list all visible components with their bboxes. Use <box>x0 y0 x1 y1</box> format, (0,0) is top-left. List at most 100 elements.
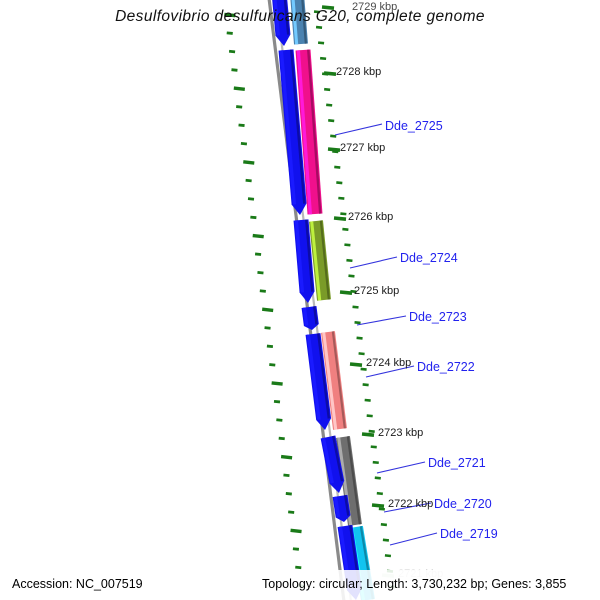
minor-ruler-major-tick <box>243 160 255 165</box>
feature-shadow <box>290 49 306 204</box>
gene-label-dde_2720[interactable]: Dde_2720 <box>434 497 492 511</box>
gene-leader-line <box>376 461 426 474</box>
ruler-label: 2728 kbp <box>336 66 382 78</box>
ruler-minor-tick <box>313 10 321 14</box>
feature-highlight <box>322 332 338 430</box>
minor-ruler-tick <box>228 49 236 54</box>
gene-label-dde_2725[interactable]: Dde_2725 <box>385 119 443 133</box>
minor-ruler-major-tick <box>233 86 246 92</box>
feature-highlight <box>294 220 305 293</box>
minor-ruler-major-tick <box>280 454 293 460</box>
ruler-minor-tick <box>336 181 343 185</box>
ruler-major-tick <box>371 503 385 508</box>
inner-cds-track[interactable] <box>272 0 362 600</box>
gene-label-dde_2721[interactable]: Dde_2721 <box>428 456 486 470</box>
minor-ruler-tick <box>285 492 292 496</box>
feature-highlight <box>306 334 321 420</box>
ruler-minor-tick <box>330 134 337 138</box>
ruler-minor-tick <box>370 445 377 449</box>
ruler-major-tick <box>333 216 347 221</box>
ruler-minor-tick <box>340 212 347 216</box>
ruler-minor-tick <box>380 523 388 527</box>
leader-line-group <box>334 123 438 546</box>
ruler-major-tick <box>323 71 337 76</box>
gene-leader-line <box>334 123 383 136</box>
minor-ruler-tick <box>269 363 276 367</box>
minor-ruler-major-tick <box>271 381 283 386</box>
ruler-major-tick <box>321 5 335 10</box>
minor-ruler-tick <box>264 326 271 330</box>
genome-info-text: Topology: circular; Length: 3,730,232 bp… <box>262 577 567 591</box>
gene-leader-line <box>365 365 415 378</box>
minor-ruler-tick <box>231 68 238 72</box>
minor-ruler-tick <box>247 197 255 201</box>
ruler-minor-tick <box>342 227 349 231</box>
ruler-minor-tick <box>352 305 359 309</box>
ruler-minor-tick <box>338 196 345 200</box>
minor-ruler-tick <box>278 436 285 441</box>
minor-ruler-major-tick <box>252 233 264 239</box>
feature-highlight <box>273 0 280 36</box>
feature-shadow <box>331 331 346 429</box>
ruler-minor-tick <box>346 258 353 263</box>
ruler-minor-tick <box>350 289 357 294</box>
ruler-label: 2724 kbp <box>366 357 412 369</box>
ruler-minor-tick <box>354 321 361 325</box>
feature-shadow <box>319 220 330 300</box>
feature-highlight <box>296 50 313 215</box>
ruler-minor-tick <box>384 554 392 558</box>
ruler-label: 2729 kbp <box>352 1 398 13</box>
minor-ruler-tick <box>292 547 300 551</box>
feature-shadow <box>283 0 290 35</box>
ruler-minor-tick <box>362 383 369 387</box>
minor-ruler-tick <box>257 270 264 275</box>
feature-shadow <box>301 0 308 44</box>
gene-label-dde_2723[interactable]: Dde_2723 <box>409 310 467 324</box>
accession-text: Accession: NC_007519 <box>12 577 143 591</box>
ruler-major-tick <box>327 147 341 152</box>
ruler-minor-tick <box>378 507 385 511</box>
ruler-minor-tick <box>366 414 373 418</box>
ruler-minor-tick <box>344 243 351 247</box>
ruler-minor-tick <box>358 352 365 356</box>
feature-highlight <box>321 437 334 484</box>
ruler-minor-tick <box>317 41 325 45</box>
ruler-minor-tick <box>368 429 375 433</box>
minor-ruler-tick <box>288 510 295 514</box>
minor-ruler-tick <box>276 418 283 422</box>
feature-shadow <box>346 436 361 525</box>
ruler-minor-tick <box>315 25 323 29</box>
ruler-label: 2723 kbp <box>378 427 424 439</box>
gene-label-dde_2724[interactable]: Dde_2724 <box>400 251 458 265</box>
outer-feature-track[interactable] <box>290 0 375 600</box>
minor-ruler-tick <box>259 289 266 293</box>
minor-ruler-tick <box>245 178 252 183</box>
feature-highlight <box>310 221 322 301</box>
minor-ruler-tick <box>226 31 233 35</box>
ruler-minor-tick <box>360 367 367 371</box>
ruler-minor-tick <box>356 336 363 340</box>
ruler-label: 2726 kbp <box>348 211 394 223</box>
ruler-minor-tick <box>382 538 390 542</box>
ruler-minor-tick <box>326 103 333 107</box>
ruler-minor-tick <box>348 274 355 278</box>
minor-ruler-major-tick <box>290 528 302 534</box>
feature-highlight <box>291 0 299 45</box>
gene-label-dde_2719[interactable]: Dde_2719 <box>440 527 498 541</box>
feature-shadow <box>313 306 318 325</box>
ruler-minor-tick <box>334 165 341 169</box>
minor-ruler-tick <box>295 565 302 570</box>
ruler-minor-tick <box>376 491 383 496</box>
ruler-minor-tick <box>332 150 339 154</box>
ruler-minor-tick <box>372 460 379 465</box>
gene-leader-line <box>349 256 398 269</box>
ruler-minor-tick <box>374 476 381 480</box>
ruler-minor-tick <box>324 87 331 92</box>
gene-leader-line <box>383 502 432 513</box>
ruler-major-tick <box>361 432 375 437</box>
feature-highlight <box>279 50 297 205</box>
minor-ruler-tick <box>273 399 281 404</box>
gene-label-dde_2722[interactable]: Dde_2722 <box>417 360 475 374</box>
